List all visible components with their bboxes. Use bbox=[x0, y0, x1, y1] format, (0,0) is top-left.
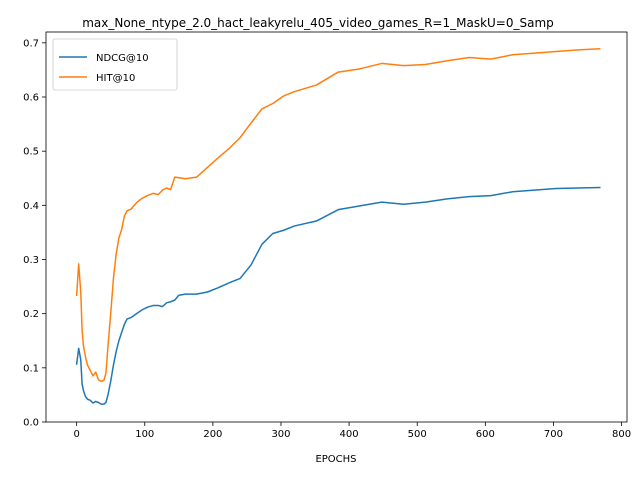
series-line-hit-10 bbox=[75, 48, 601, 383]
y-axis: 0.0 0.1 0.2 0.3 0.4 0.5 0.6 0.7 bbox=[23, 38, 46, 429]
y-tick-label: 0.0 bbox=[23, 418, 39, 429]
x-tick-label: 400 bbox=[340, 429, 359, 440]
plot-frame bbox=[45, 31, 628, 423]
legend-label-hit: HIT@10 bbox=[96, 73, 135, 84]
x-tick-label: 500 bbox=[408, 429, 427, 440]
x-tick-label: 200 bbox=[203, 429, 222, 440]
legend-label-ndcg: NDCG@10 bbox=[96, 53, 149, 64]
y-tick-label: 0.3 bbox=[23, 255, 39, 266]
series-group bbox=[75, 48, 601, 405]
x-tick-label: 600 bbox=[476, 429, 495, 440]
y-tick-label: 0.2 bbox=[23, 309, 39, 320]
x-tick-label: 700 bbox=[544, 429, 563, 440]
y-tick-label: 0.4 bbox=[23, 201, 39, 212]
x-axis-label: EPOCHS bbox=[315, 454, 356, 465]
series-line-ndcg-10 bbox=[75, 186, 601, 405]
x-tick-label: 300 bbox=[271, 429, 290, 440]
legend: NDCG@10 HIT@10 bbox=[52, 38, 178, 91]
y-tick-label: 0.1 bbox=[23, 363, 39, 374]
y-tick-label: 0.6 bbox=[23, 93, 39, 104]
plot-area bbox=[46, 32, 627, 422]
x-tick-label: 100 bbox=[135, 429, 154, 440]
chart-title: max_None_ntype_2.0_hact_leakyrelu_405_vi… bbox=[82, 16, 554, 30]
x-tick-label: 800 bbox=[612, 429, 631, 440]
x-axis: 0 100 200 300 400 500 600 700 800 bbox=[73, 422, 631, 440]
x-tick-label: 0 bbox=[73, 429, 79, 440]
y-tick-label: 0.5 bbox=[23, 147, 39, 158]
y-tick-label: 0.7 bbox=[23, 38, 39, 49]
